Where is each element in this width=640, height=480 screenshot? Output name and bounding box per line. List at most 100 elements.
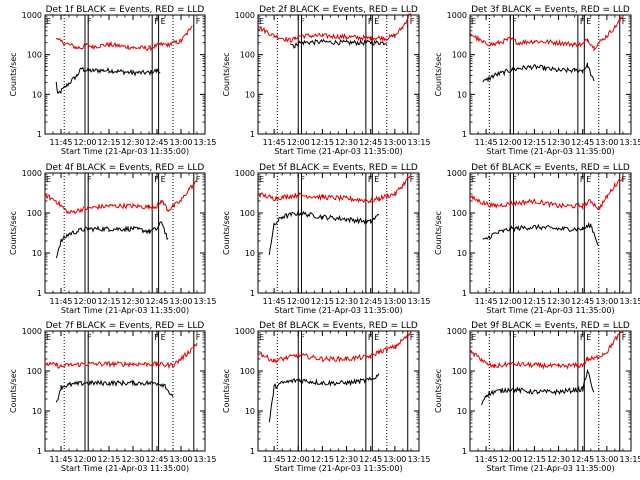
- panel-6-marker-f3: F: [622, 175, 627, 184]
- panel-3-marker-f3: F: [622, 17, 627, 26]
- panel-8-xtick-label: 12:45: [359, 455, 382, 464]
- panel-8-marker-e: E: [259, 333, 264, 342]
- panel-1-xtick-label: 12:15: [97, 138, 120, 147]
- panel-9-xtick-label: 11:45: [475, 455, 498, 464]
- panel-5-xtick-label: 11:45: [263, 297, 286, 306]
- panel-7-marker-f: F: [87, 333, 92, 342]
- panel-5-ylabel: Counts/sec: [222, 211, 231, 255]
- panel-4-title: Det 4f BLACK = Events, RED = LLD: [46, 163, 205, 173]
- panel-7-ytick-label: 100: [27, 367, 42, 376]
- panel-5-ytick-label: 1: [250, 289, 255, 298]
- panel-6-xtick-label: 12:15: [523, 297, 546, 306]
- panel-1-series-lld: [55, 25, 193, 52]
- panel-6-marker-e: E: [471, 175, 476, 184]
- panel-7-marker-e2: E: [161, 333, 166, 342]
- panel-2-marker-e: E: [259, 17, 264, 26]
- panel-7-xtick-label: 12:00: [73, 455, 96, 464]
- panel-6-xtick-label: 12:30: [547, 297, 570, 306]
- panel-1-xlabel: Start Time (21-Apr-03 11:35:00): [61, 147, 189, 156]
- panel-8-xtick-label: 13:00: [383, 455, 406, 464]
- panel-9-ytick-label: 1000: [447, 327, 467, 336]
- panel-1-xtick-label: 13:15: [193, 138, 216, 147]
- panel-1-marker-f: F: [87, 17, 92, 26]
- panel-8-ytick-label: 10: [245, 407, 255, 416]
- panel-3-xtick-label: 12:30: [547, 138, 570, 147]
- panel-2-marker-f: F: [300, 17, 305, 26]
- panel-2-xtick-label: 11:45: [263, 138, 286, 147]
- panel-6-xtick-label: 12:45: [571, 297, 594, 306]
- panel-5-series-events: [268, 210, 379, 256]
- panel-1-xtick-label: 11:45: [49, 138, 72, 147]
- panel-2-frame: [257, 14, 420, 135]
- panel-4-xtick-label: 11:45: [49, 297, 72, 306]
- panel-2-title: Det 2f BLACK = Events, RED = LLD: [259, 5, 418, 15]
- panel-5-marker-f2: F: [368, 175, 373, 184]
- panel-7-xlabel: Start Time (21-Apr-03 11:35:00): [61, 464, 189, 473]
- panel-2-xlabel: Start Time (21-Apr-03 11:35:00): [274, 147, 402, 156]
- panel-5-ytick-label: 100: [240, 209, 255, 218]
- panel-5-xtick-label: 13:00: [383, 297, 406, 306]
- panel-3-series-events: [482, 62, 595, 83]
- panel-8-xtick-label: 12:30: [335, 455, 358, 464]
- panel-6-ytick-label: 100: [452, 209, 467, 218]
- panel-8-xtick-label: 13:15: [407, 455, 430, 464]
- panel-7-ylabel: Counts/sec: [9, 369, 18, 413]
- panel-7-xtick-label: 12:45: [145, 455, 168, 464]
- panel-8-marker-f2: F: [368, 333, 373, 342]
- panel-7-xtick-label: 12:30: [121, 455, 144, 464]
- panel-9-marker-f2: F: [580, 333, 585, 342]
- panel-9-xtick-label: 13:15: [619, 455, 640, 464]
- panel-7-xtick-label: 11:45: [49, 455, 72, 464]
- panel-7-ytick-label: 1000: [22, 327, 42, 336]
- panel-9-xtick-label: 12:45: [571, 455, 594, 464]
- panel-3-marker-f2: F: [580, 17, 585, 26]
- panel-5-ytick-label: 10: [245, 249, 255, 258]
- panel-1-series-events: [55, 66, 161, 95]
- panel-9-xtick-label: 13:00: [595, 455, 618, 464]
- panel-4-series-lld: [44, 180, 198, 215]
- panel-9-xtick-label: 12:00: [499, 455, 522, 464]
- panel-5-marker-e2: E: [374, 175, 379, 184]
- panel-7-ytick-label: 1: [37, 447, 42, 456]
- panel-9-marker-e2: E: [586, 333, 591, 342]
- panel-2-series-lld: [257, 13, 412, 43]
- panel-4-ytick-label: 100: [27, 209, 42, 218]
- panel-1-xtick-label: 12:00: [73, 138, 96, 147]
- panel-1-marker-f3: F: [196, 17, 201, 26]
- panel-7-series-events: [55, 379, 174, 403]
- panel-7-series-lld: [44, 342, 198, 370]
- panel-6-xtick-label: 13:00: [595, 297, 618, 306]
- panel-4-xtick-label: 12:30: [121, 297, 144, 306]
- panel-4-marker-e2: E: [161, 175, 166, 184]
- panel-4-marker-f2: F: [154, 175, 159, 184]
- panel-1-xtick-label: 13:00: [169, 138, 192, 147]
- panel-7-title: Det 7f BLACK = Events, RED = LLD: [46, 321, 205, 331]
- panel-8-xtick-label: 12:15: [311, 455, 334, 464]
- panel-8-series-lld: [257, 330, 412, 365]
- panel-9-series-lld: [469, 330, 624, 370]
- panel-3-ylabel: Counts/sec: [434, 52, 443, 96]
- panel-9-ytick-label: 100: [452, 367, 467, 376]
- panel-8-series-events: [268, 373, 380, 423]
- panel-6-marker-f2: F: [580, 175, 585, 184]
- panel-3-marker-e: E: [471, 17, 476, 26]
- panel-5-xtick-label: 13:15: [407, 297, 430, 306]
- panel-8-xlabel: Start Time (21-Apr-03 11:35:00): [274, 464, 402, 473]
- panel-1-ytick-label: 10: [32, 90, 42, 99]
- panel-9-ylabel: Counts/sec: [434, 369, 443, 413]
- panel-2-series-events: [290, 38, 388, 49]
- panel-3-series-lld: [469, 16, 624, 52]
- panel-7-xtick-label: 13:15: [193, 455, 216, 464]
- panel-3-xtick-label: 12:00: [499, 138, 522, 147]
- panel-4-ytick-label: 10: [32, 249, 42, 258]
- panel-8-ytick-label: 100: [240, 367, 255, 376]
- panel-2-ytick-label: 1: [250, 130, 255, 139]
- panel-4-marker-e: E: [46, 175, 51, 184]
- panel-5-marker-f3: F: [410, 175, 415, 184]
- panel-4-marker-f: F: [87, 175, 92, 184]
- panel-9-xlabel: Start Time (21-Apr-03 11:35:00): [486, 464, 614, 473]
- panel-5-title: Det 5f BLACK = Events, RED = LLD: [259, 163, 418, 173]
- panel-4-xtick-label: 13:00: [169, 297, 192, 306]
- panel-2-xtick-label: 12:00: [287, 138, 310, 147]
